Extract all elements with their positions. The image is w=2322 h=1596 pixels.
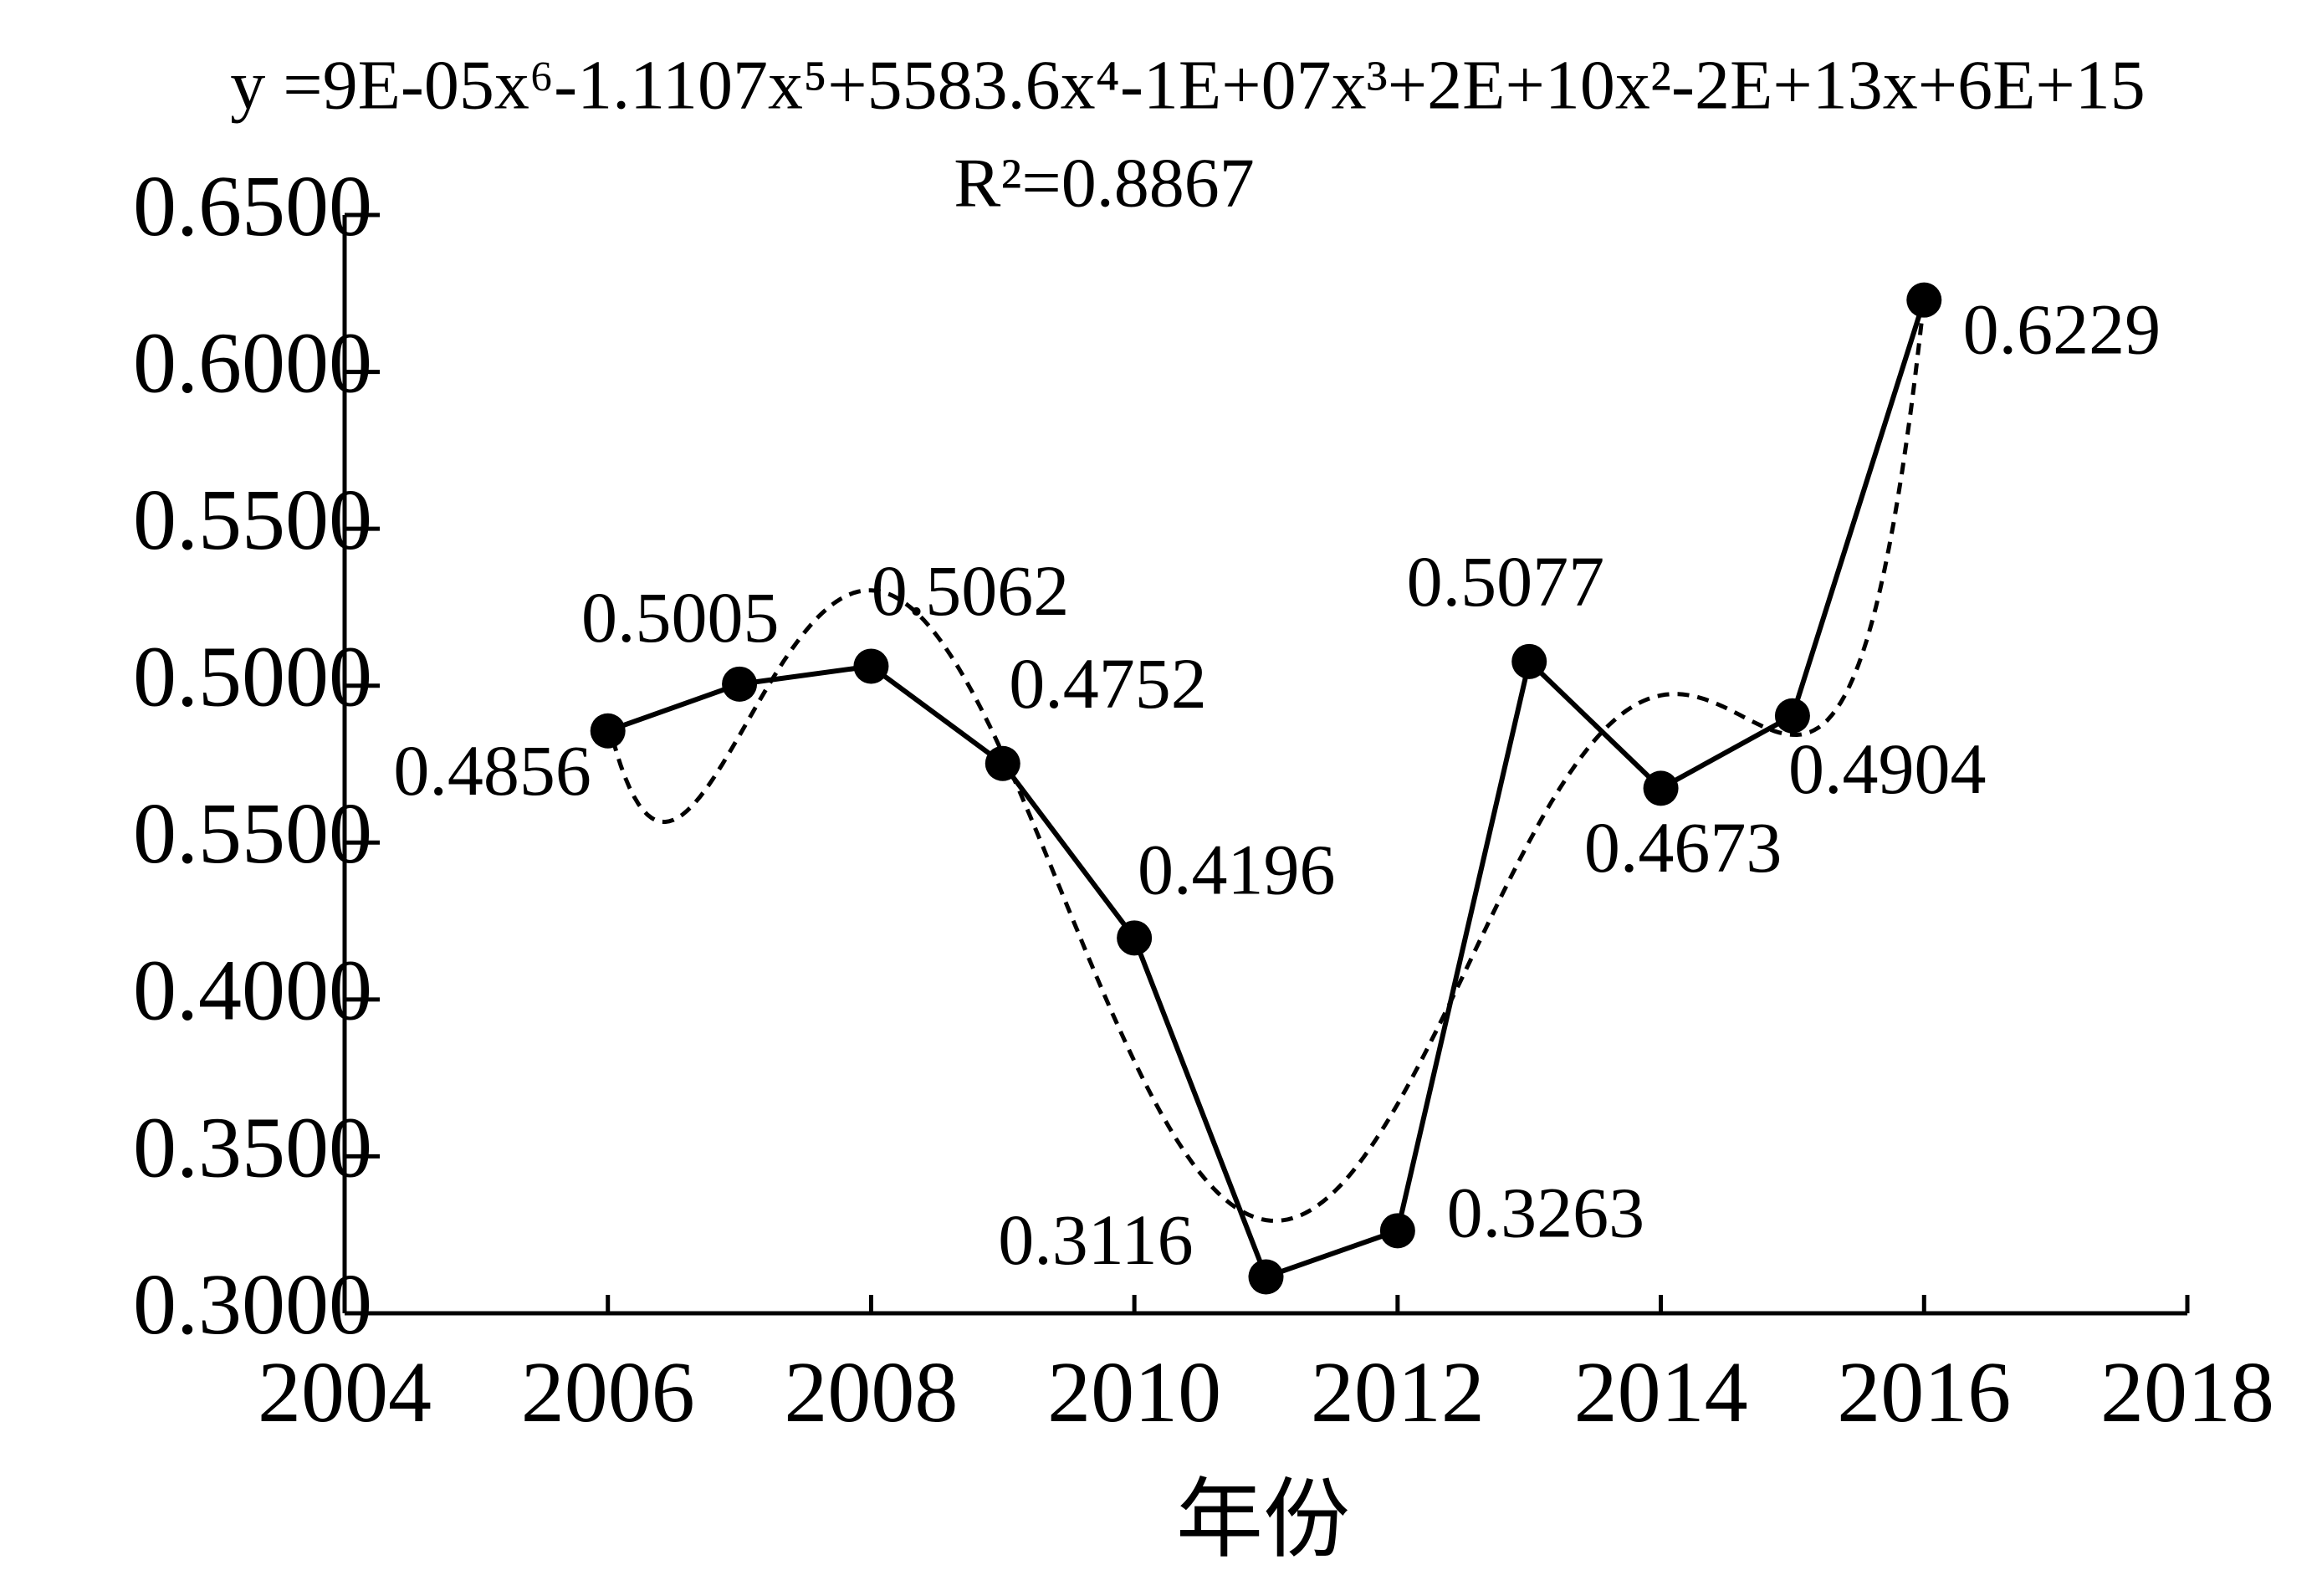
data-line: [606, 299, 1927, 1281]
data-label: 0.4752: [1009, 643, 1207, 724]
x-tick-label: 2006: [521, 1344, 695, 1440]
data-point: [1379, 1213, 1415, 1249]
r-squared: R²=0.8867: [954, 144, 1255, 222]
data-point: [590, 713, 626, 749]
y-tick-label: 0.5500: [133, 472, 372, 568]
data-point: [1511, 643, 1547, 679]
data-point: [853, 648, 889, 684]
data-label: 0.6229: [1963, 289, 2161, 370]
data-label: 0.4673: [1584, 807, 1782, 888]
y-tick-label: 0.6000: [133, 315, 372, 411]
data-point: [1906, 282, 1942, 318]
y-tick-label: 0.5000: [133, 629, 372, 725]
data-point: [1774, 698, 1810, 734]
y-tick-label: 0.4000: [133, 943, 372, 1039]
data-label: 0.5077: [1407, 541, 1605, 622]
x-tick-label: 2008: [784, 1344, 958, 1440]
trendline-equation: y =9E-05x⁶-1.1107x⁵+5583.6x⁴-1E+07x³+2E+…: [230, 46, 2146, 124]
data-label: 0.4196: [1138, 829, 1336, 909]
trendline: [606, 299, 1926, 1224]
data-label: 0.3263: [1447, 1173, 1645, 1253]
data-label: 0.5005: [581, 577, 780, 657]
data-point: [985, 745, 1020, 781]
x-tick-label: 2014: [1574, 1344, 1748, 1440]
x-tick-label: 2012: [1311, 1344, 1485, 1440]
y-tick-label: 0.5500: [133, 785, 372, 882]
x-tick-label: 2004: [258, 1344, 432, 1440]
x-tick-label: 2010: [1047, 1344, 1221, 1440]
x-tick-label: 2016: [1837, 1344, 2011, 1440]
data-point: [1117, 920, 1153, 956]
x-axis-title: 年份: [1176, 1472, 1350, 1568]
data-point: [722, 666, 758, 702]
data-point: [1643, 770, 1679, 806]
y-tick-label: 0.3000: [133, 1256, 372, 1353]
data-label: 0.4856: [393, 730, 591, 811]
data-label: 0.5062: [872, 550, 1070, 631]
y-tick-label: 0.3500: [133, 1099, 372, 1195]
data-label: 0.3116: [998, 1200, 1193, 1280]
x-tick-label: 2018: [2100, 1344, 2274, 1440]
data-point: [1248, 1259, 1284, 1295]
data-label: 0.4904: [1788, 729, 1987, 809]
y-tick-label: 0.6500: [133, 158, 372, 254]
